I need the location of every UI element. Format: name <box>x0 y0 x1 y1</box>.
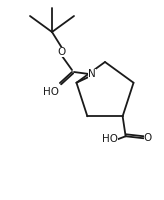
Text: HO: HO <box>43 87 59 97</box>
Text: O: O <box>58 47 66 57</box>
Text: N: N <box>88 69 96 79</box>
Text: O: O <box>144 133 152 143</box>
Text: HO: HO <box>102 134 118 144</box>
